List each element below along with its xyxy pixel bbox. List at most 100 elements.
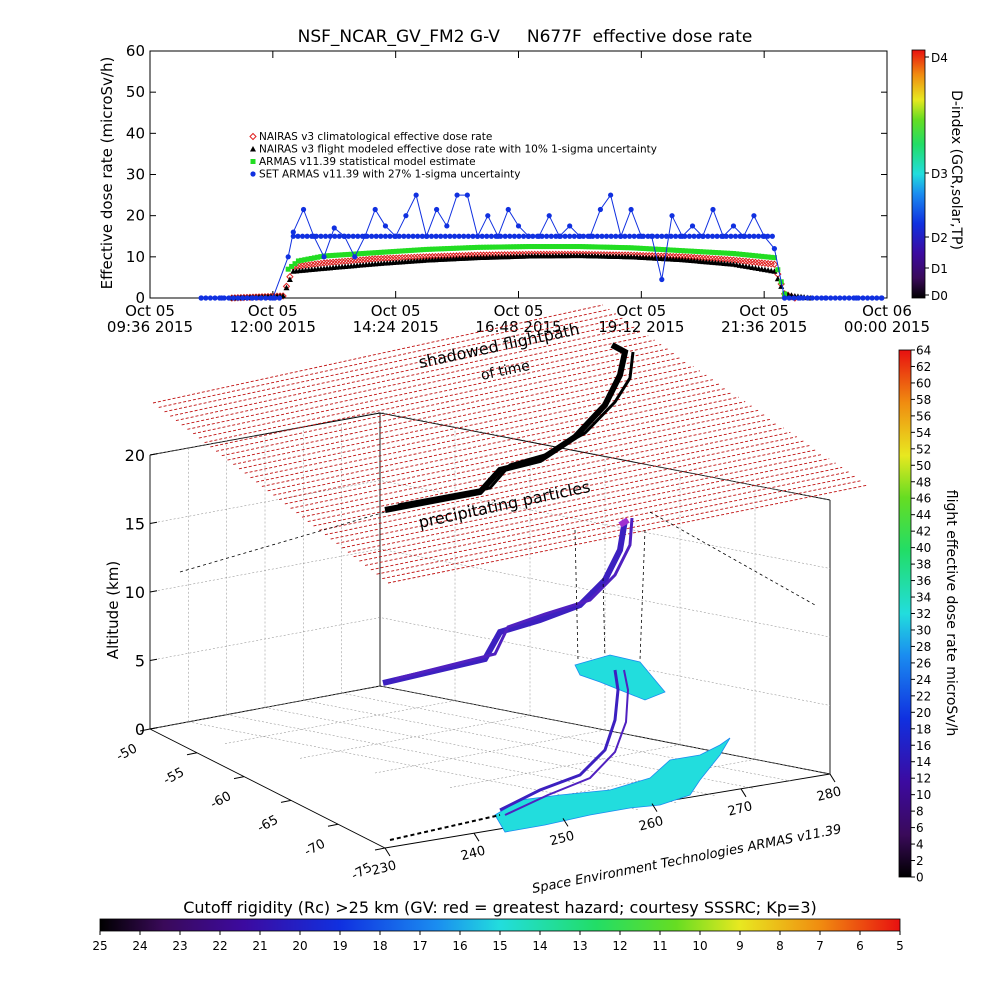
data-point <box>688 248 694 254</box>
data-point <box>535 244 541 250</box>
data-point <box>348 251 354 257</box>
dose-rate-tick-label: 54 <box>916 426 931 440</box>
data-point <box>465 233 471 239</box>
data-point <box>800 295 806 301</box>
dose-rate-tick-label: 10 <box>916 788 931 802</box>
data-point <box>497 233 504 239</box>
x-tick-label: Oct 05 <box>616 302 666 320</box>
d-index-colorbar-gradient <box>911 49 926 299</box>
dose-rate-tick-label: 30 <box>916 623 931 637</box>
data-point <box>363 250 369 256</box>
data-point <box>354 251 360 257</box>
d-index-tick-label: D4 <box>931 51 948 65</box>
data-point <box>369 250 375 256</box>
x-tick-label: Oct 05 <box>494 302 544 320</box>
data-point <box>696 233 702 239</box>
data-point <box>369 233 375 239</box>
data-point <box>598 244 604 250</box>
data-point <box>417 247 423 253</box>
data-point <box>828 295 834 301</box>
cutoff-rigidity-tick-label: 18 <box>372 939 387 953</box>
particle-layer-line <box>273 396 739 496</box>
data-point <box>649 233 656 239</box>
data-point <box>460 245 466 251</box>
lon-tick <box>562 818 569 827</box>
data-point <box>643 246 649 252</box>
data-point <box>399 248 405 254</box>
data-point <box>212 295 218 301</box>
data-point <box>514 244 520 250</box>
particle-layer-line <box>158 308 610 408</box>
data-point <box>311 255 317 261</box>
data-point <box>603 233 610 239</box>
cutoff-rigidity-tick-label: 12 <box>612 939 627 953</box>
data-point <box>290 233 296 239</box>
data-point <box>619 245 625 251</box>
data-point <box>414 247 420 253</box>
data-point <box>608 233 614 239</box>
data-point <box>488 233 494 239</box>
data-point <box>516 233 522 239</box>
data-point <box>292 261 298 267</box>
data-point <box>442 233 448 239</box>
data-point <box>438 246 444 252</box>
data-point <box>712 250 718 256</box>
lon-tick-label: 250 <box>548 829 576 850</box>
x-tick-label: Oct 06 <box>862 302 912 320</box>
data-point <box>469 245 475 251</box>
dose-rate-colorbar-gradient <box>898 349 912 878</box>
grid-line <box>188 721 639 811</box>
grid-line <box>149 548 831 638</box>
data-point <box>305 256 311 262</box>
data-point <box>499 244 505 250</box>
data-point <box>429 246 435 252</box>
dose-rate-tick-label: 22 <box>916 689 931 703</box>
data-point <box>654 233 660 239</box>
data-point <box>221 295 227 301</box>
data-point <box>743 252 749 258</box>
y-axis: 0 10 20 30 40 50 60 <box>126 42 887 307</box>
lon-tick <box>740 788 747 798</box>
data-point <box>342 252 348 258</box>
legend: NAIRAS v3 climatological effective dose … <box>249 131 657 181</box>
particle-layer-line <box>170 317 623 417</box>
grid-line <box>341 692 792 782</box>
dose-rate-tick-label: 34 <box>916 591 931 605</box>
data-point <box>424 233 430 239</box>
legend-label: NAIRAS v3 climatological effective dose … <box>259 131 492 143</box>
lat-tick <box>374 847 386 851</box>
grid-line <box>226 714 677 803</box>
data-point <box>557 233 564 239</box>
data-point <box>869 295 875 301</box>
particle-layer-line <box>364 466 843 566</box>
dose-rate-ticks: 0246810121416182022242628303234363840424… <box>911 344 931 885</box>
cutoff-rigidity-tick-label: 23 <box>172 939 187 953</box>
data-point <box>574 244 580 250</box>
data-point <box>434 206 440 213</box>
data-point <box>673 233 679 239</box>
lon-tick-label: 240 <box>459 844 487 865</box>
lon-tick-label: 260 <box>637 814 665 835</box>
data-point <box>663 233 670 239</box>
data-point <box>809 295 815 301</box>
lat-tick-label: -65 <box>255 813 281 836</box>
data-point <box>769 233 775 239</box>
cutoff-rigidity-tick-label: 5 <box>896 939 904 953</box>
y-axis-label: Effective dose rate (microSv/h) <box>98 57 116 290</box>
data-point <box>646 246 652 252</box>
data-point <box>405 248 411 254</box>
data-point <box>765 254 771 260</box>
cutoff-rigidity-tick-label: 8 <box>776 939 784 953</box>
data-point <box>378 233 384 239</box>
data-point <box>401 233 407 239</box>
lat-tick-label: -60 <box>208 789 234 812</box>
data-point <box>580 233 587 239</box>
data-point <box>562 233 568 239</box>
data-point <box>249 295 255 301</box>
data-point <box>864 295 871 301</box>
z-tick <box>149 453 158 456</box>
dose-rate-tick-label: 24 <box>916 673 931 687</box>
data-point <box>874 295 880 301</box>
data-point <box>855 295 861 301</box>
